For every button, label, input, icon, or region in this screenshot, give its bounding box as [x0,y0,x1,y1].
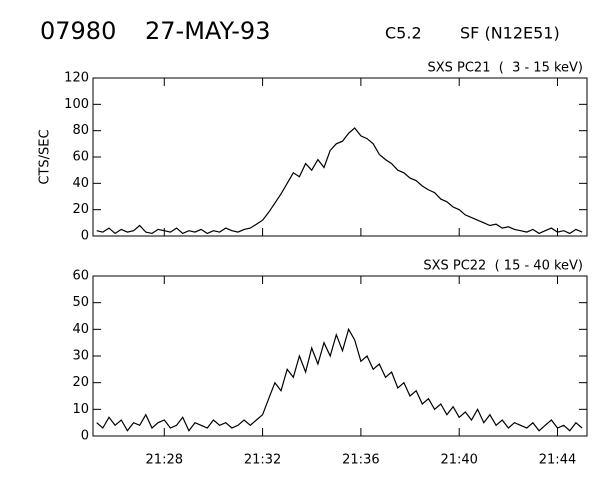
panel-title: SXS PC22 ( 15 - 40 keV) [423,259,583,274]
header-event: SF (N12E51) [460,24,560,43]
x-tick-label: 21:28 [146,453,183,468]
y-tick-label: 30 [72,349,89,364]
y-tick-label: 60 [72,269,89,284]
y-tick-label: 0 [81,429,89,444]
plot-frame [92,77,588,237]
data-line [96,127,583,235]
y-tick-label: 80 [72,123,89,138]
x-tick-label: 21:36 [342,453,379,468]
y-tick-label: 40 [72,176,89,191]
y-axis-label: CTS/SEC [38,129,53,184]
y-tick-label: 10 [72,402,89,417]
x-tick-label: 21:44 [539,453,576,468]
x-tick-label: 21:40 [440,453,477,468]
header-class: C5.2 [385,24,422,43]
y-tick-label: 120 [64,71,89,86]
panel-title: SXS PC21 ( 3 - 15 keV) [427,61,583,76]
header-id: 07980 [40,17,116,45]
y-tick-label: 20 [72,375,89,390]
y-tick-label: 50 [72,295,89,310]
header-date: 27-MAY-93 [145,17,270,45]
y-tick-label: 60 [72,150,89,165]
data-line [96,327,583,432]
x-tick-label: 21:32 [244,453,281,468]
y-tick-label: 20 [72,202,89,217]
y-tick-label: 0 [81,229,89,244]
y-tick-label: 40 [72,322,89,337]
y-tick-label: 100 [64,97,89,112]
plot-frame [92,275,588,437]
